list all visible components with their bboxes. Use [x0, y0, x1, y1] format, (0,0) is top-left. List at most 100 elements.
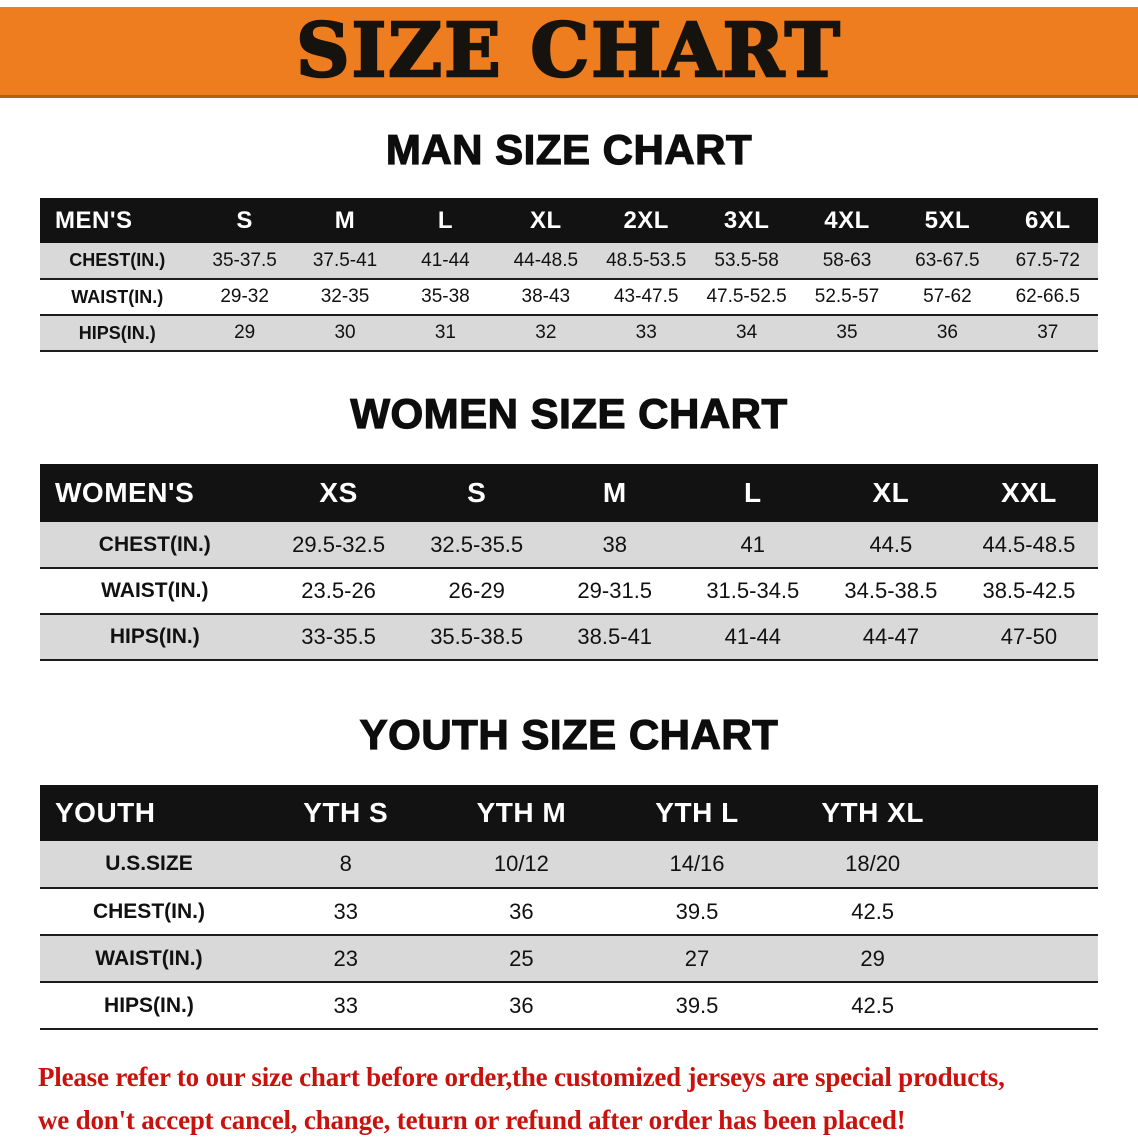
- value-cell: 31.5-34.5: [706, 578, 800, 603]
- value-cell: 38: [602, 531, 627, 557]
- value-cell: 41-44: [724, 624, 781, 649]
- value-cell: 34.5-38.5: [844, 578, 938, 603]
- table-row: U.S.SIZE 8 10/12 14/16 18/20: [40, 841, 1098, 888]
- size-header-cell: 2XL: [623, 206, 669, 234]
- table-row: HIPS(IN.) 33-35.5 35.5-38.5 38.5-41 41-44 44-…: [40, 614, 1098, 660]
- table-row: WAIST(IN.) 29-32 32-35 35-38 38-43 43-47.5 47.…: [40, 279, 1098, 315]
- value-cell: 14/16: [669, 851, 725, 876]
- section-women: WOMEN SIZE CHART WOMEN'S XS S M L XL XXL CHEST(I…: [0, 389, 1138, 661]
- value-cell: 38-43: [521, 286, 571, 307]
- size-header-cell: S: [236, 206, 253, 234]
- row-label-cell: CHEST(IN.): [98, 532, 211, 556]
- value-cell: 32-35: [320, 286, 370, 307]
- value-cell: 8: [339, 851, 352, 876]
- size-header-cell: XL: [529, 206, 562, 234]
- size-chart-sections: MAN SIZE CHART MEN'S S M L XL 2XL 3XL 4XL 5XL 6XL C…: [0, 125, 1138, 1030]
- value-cell: 29-31.5: [577, 578, 653, 603]
- value-cell: 44.5: [869, 531, 913, 557]
- value-cell: 41-44: [421, 249, 470, 271]
- size-header-cell: YTH L: [655, 797, 739, 828]
- value-cell: 44-48.5: [513, 249, 579, 271]
- value-cell: 31: [434, 322, 456, 343]
- value-cell: 48.5-53.5: [606, 249, 687, 271]
- value-cell: 44.5-48.5: [982, 531, 1076, 557]
- value-cell: 44-47: [862, 624, 919, 649]
- table-row: HIPS(IN.) 29 30 31 32 33 34 35 36 37: [40, 315, 1098, 351]
- disclaimer-line-1: Please refer to our size chart before or…: [38, 1062, 1005, 1092]
- value-cell: 42.5: [851, 898, 895, 924]
- value-cell: 25: [509, 945, 534, 971]
- women-size-table: WOMEN'S XS S M L XL XXL CHEST(IN.) 29.5-32.5 32.5…: [40, 464, 1098, 661]
- value-cell: 52.5-57: [814, 286, 880, 307]
- row-label-cell: WAIST(IN.): [71, 286, 164, 307]
- value-cell: 41: [740, 531, 766, 557]
- table-row: WAIST(IN.) 23.5-26 26-29 29-31.5 31.5-34.5 34…: [40, 568, 1098, 614]
- value-cell: 27: [684, 945, 710, 971]
- size-header-cell: L: [743, 477, 762, 508]
- youth-size-table: YOUTH YTH S YTH M YTH L YTH XL U.S.SIZE 8 10/12…: [40, 785, 1098, 1030]
- size-header-cell: M: [602, 477, 627, 508]
- size-header-cell: M: [334, 206, 356, 234]
- value-cell: 32: [535, 322, 557, 343]
- page-title: SIZE CHART: [295, 8, 842, 94]
- value-cell: 36: [509, 898, 534, 924]
- value-cell: 42.5: [851, 992, 895, 1018]
- value-cell: 35-38: [421, 286, 470, 307]
- value-cell: 63-67.5: [915, 249, 980, 271]
- row-label-cell: CHEST(IN.): [69, 250, 166, 270]
- table-header-row: WOMEN'S XS S M L XL XXL: [40, 464, 1098, 522]
- value-cell: 33-35.5: [301, 624, 376, 649]
- filler-cell: [960, 982, 1098, 1029]
- size-header-cell: XL: [872, 477, 910, 508]
- value-cell: 39.5: [675, 898, 719, 924]
- row-label-cell: HIPS(IN.): [104, 993, 194, 1017]
- row-label-cell: WAIST(IN.): [95, 946, 203, 970]
- value-cell: 33: [635, 322, 657, 343]
- value-cell: 35-37.5: [212, 249, 277, 271]
- value-cell: 23: [333, 945, 358, 971]
- table-title-cell: WOMEN'S: [55, 477, 195, 508]
- value-cell: 33: [333, 992, 358, 1018]
- value-cell: 35: [836, 322, 858, 343]
- row-label-cell: WAIST(IN.): [101, 579, 209, 602]
- table-row: CHEST(IN.) 29.5-32.5 32.5-35.5 38 41 44.5 44.5…: [40, 522, 1098, 568]
- size-header-cell: 6XL: [1025, 206, 1071, 234]
- section-men: MAN SIZE CHART MEN'S S M L XL 2XL 3XL 4XL 5XL 6XL C…: [0, 125, 1138, 352]
- row-label-cell: U.S.SIZE: [105, 852, 193, 875]
- value-cell: 47.5-52.5: [706, 286, 787, 307]
- value-cell: 18/20: [845, 851, 901, 876]
- value-cell: 43-47.5: [613, 286, 679, 307]
- filler-cell: [960, 888, 1098, 935]
- value-cell: 67.5-72: [1015, 249, 1081, 271]
- table-row: HIPS(IN.) 33 36 39.5 42.5: [40, 982, 1098, 1029]
- size-header-cell: YTH M: [476, 797, 567, 828]
- size-header-cell: 4XL: [824, 206, 870, 234]
- filler-cell: [960, 785, 1098, 841]
- value-cell: 23.5-26: [301, 578, 376, 603]
- size-header-cell: YTH XL: [821, 797, 924, 828]
- row-label-cell: HIPS(IN.): [78, 322, 156, 343]
- filler-cell: [960, 935, 1098, 982]
- value-cell: 37: [1037, 322, 1059, 343]
- value-cell: 29.5-32.5: [292, 531, 386, 557]
- value-cell: 29-32: [220, 286, 269, 307]
- value-cell: 30: [334, 322, 356, 343]
- filler-cell: [960, 841, 1098, 888]
- size-chart-page: SIZE CHART MAN SIZE CHART MEN'S S M L XL 2XL 3X…: [0, 7, 1138, 1142]
- size-header-cell: XS: [319, 477, 358, 508]
- table-header-row: YOUTH YTH S YTH M YTH L YTH XL: [40, 785, 1098, 841]
- value-cell: 58-63: [822, 249, 872, 271]
- size-header-cell: YTH S: [303, 797, 389, 828]
- disclaimer-line-2: we don't accept cancel, change, teturn o…: [38, 1105, 906, 1136]
- value-cell: 53.5-58: [714, 249, 779, 271]
- table-row: CHEST(IN.) 35-37.5 37.5-41 41-44 44-48.5 48.5…: [40, 243, 1098, 279]
- size-header-cell: S: [467, 477, 487, 508]
- banner: SIZE CHART: [0, 7, 1138, 98]
- value-cell: 32.5-35.5: [430, 531, 524, 557]
- women-section-heading: WOMEN SIZE CHART: [350, 389, 788, 437]
- row-label-cell: HIPS(IN.): [109, 625, 200, 648]
- section-youth: YOUTH SIZE CHART YOUTH YTH S YTH M YTH L YTH …: [0, 710, 1138, 1030]
- table-header-row: MEN'S S M L XL 2XL 3XL 4XL 5XL 6XL: [40, 198, 1098, 243]
- youth-section-heading: YOUTH SIZE CHART: [359, 710, 779, 758]
- value-cell: 35.5-38.5: [430, 624, 524, 649]
